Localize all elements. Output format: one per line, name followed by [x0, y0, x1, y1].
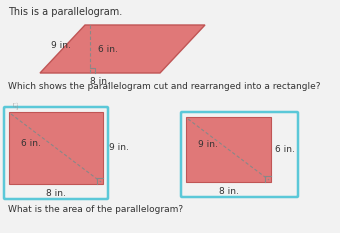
Bar — [9, 112, 103, 184]
Text: 6 in.: 6 in. — [98, 45, 118, 54]
Text: Which shows the parallelogram cut and rearranged into a rectangle?: Which shows the parallelogram cut and re… — [8, 82, 321, 91]
Text: This is a parallelogram.: This is a parallelogram. — [8, 7, 122, 17]
Text: What is the area of the parallelogram?: What is the area of the parallelogram? — [8, 205, 183, 214]
Text: 6 in.: 6 in. — [21, 138, 41, 147]
Text: 9 in.: 9 in. — [51, 41, 70, 49]
Text: 8 in.: 8 in. — [46, 189, 66, 199]
Text: 8 in.: 8 in. — [219, 188, 238, 196]
Text: ☞: ☞ — [8, 101, 18, 110]
Text: 8 in.: 8 in. — [90, 78, 110, 86]
Text: 9 in.: 9 in. — [109, 144, 129, 153]
Text: 9 in.: 9 in. — [198, 140, 218, 149]
Polygon shape — [40, 25, 205, 73]
Bar — [186, 117, 271, 182]
Text: 6 in.: 6 in. — [275, 145, 295, 154]
